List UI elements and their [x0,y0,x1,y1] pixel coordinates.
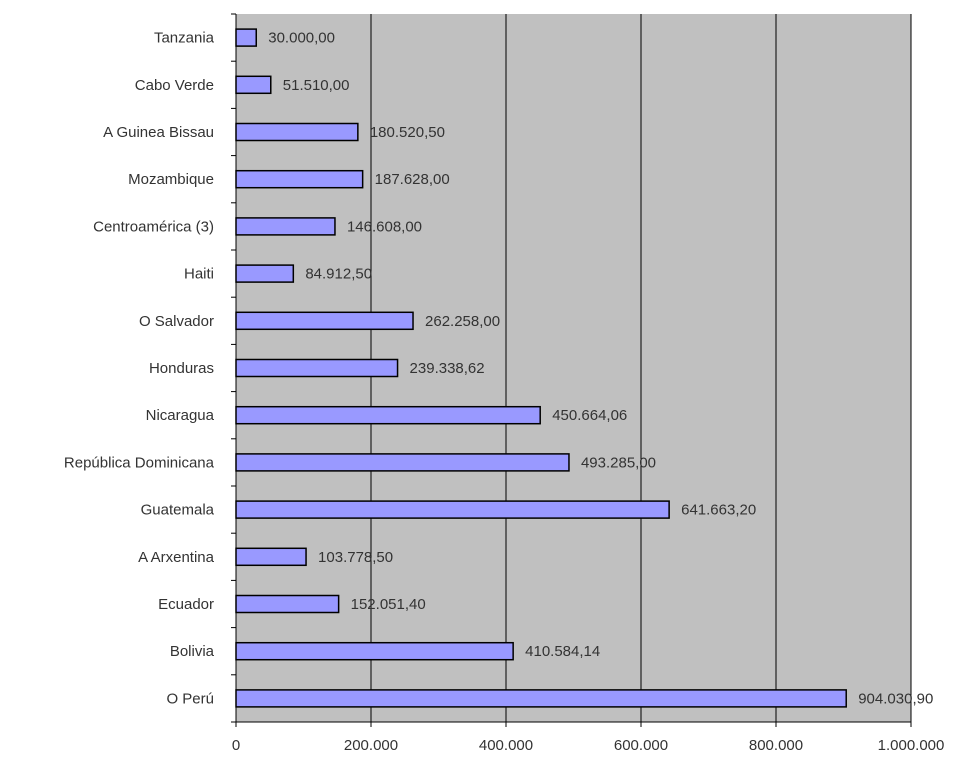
value-label: 187.628,00 [375,171,450,188]
bar [236,218,335,235]
value-label: 410.584,14 [525,643,600,660]
category-label: Honduras [149,360,214,377]
category-label: Haiti [184,266,214,283]
value-label: 262.258,00 [425,313,500,330]
value-label: 30.000,00 [268,30,335,47]
category-label: Nicaragua [146,407,215,424]
category-label: O Perú [166,690,214,707]
value-label: 239.338,62 [410,360,485,377]
category-label: O Salvador [139,313,214,330]
value-label: 146.608,00 [347,218,422,235]
value-label: 641.663,20 [681,502,756,519]
category-label: Bolivia [170,643,215,660]
bar [236,312,413,329]
value-label: 904.030,90 [858,690,933,707]
bar [236,29,256,46]
value-label: 493.285,00 [581,454,656,471]
value-label: 152.051,40 [351,596,426,613]
category-label: Guatemala [141,502,215,519]
bar [236,454,569,471]
x-tick-label: 600.000 [614,737,668,754]
bar [236,124,358,141]
y-tick-marks [231,14,236,722]
category-label: República Dominicana [64,454,215,471]
x-tick-label: 800.000 [749,737,803,754]
x-tick-label: 0 [232,737,240,754]
category-label: A Guinea Bissau [103,124,214,141]
x-tick-label: 400.000 [479,737,533,754]
category-label: Centroamérica (3) [93,218,214,235]
bar [236,501,669,518]
bar [236,407,540,424]
x-tick-labels: 0 200.000 400.000 600.000 800.000 1.000.000 [232,737,945,754]
value-label: 103.778,50 [318,549,393,566]
value-label: 450.664,06 [552,407,627,424]
bar [236,76,271,93]
bar [236,548,306,565]
bar [236,690,846,707]
bar [236,360,398,377]
value-label: 84.912,50 [305,266,372,283]
category-label: Tanzania [154,30,215,47]
category-label: Ecuador [158,596,214,613]
x-tick-label: 1.000.000 [878,737,945,754]
x-tick-label: 200.000 [344,737,398,754]
bar [236,171,363,188]
category-label: A Arxentina [138,549,215,566]
category-label: Cabo Verde [135,77,214,94]
value-label: 180.520,50 [370,124,445,141]
value-label: 51.510,00 [283,77,350,94]
bar [236,643,513,660]
bar [236,596,339,613]
bar [236,265,293,282]
category-labels: Tanzania Cabo Verde A Guinea Bissau Mozambi… [64,30,215,708]
x-tick-marks [236,722,911,727]
category-label: Mozambique [128,171,214,188]
